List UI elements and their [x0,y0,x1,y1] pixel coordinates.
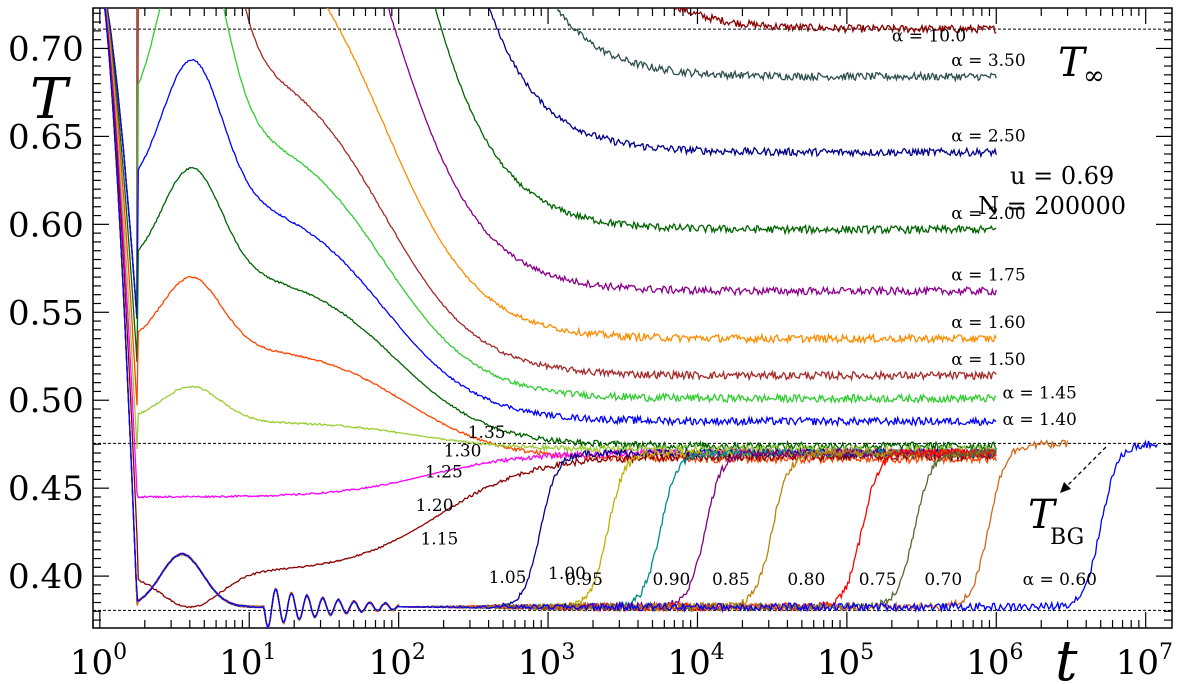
x-tick-label: 107 [1116,640,1173,683]
x-tick-label: 105 [817,640,874,683]
x-tick-label: 101 [219,640,276,683]
series-label-alpha-0-95: 0.95 [565,570,603,590]
series-curve-alpha-1-6 [106,8,997,345]
svg-text:T: T [1058,40,1088,86]
series-curve-alpha-2 [106,8,997,319]
series-label-alpha-1-15: 1.15 [420,529,458,549]
x-tick-label: 106 [966,640,1023,683]
x-axis-title: t [1055,629,1078,684]
y-tick-label: 0.55 [8,293,84,333]
series-curve-alpha-1-75 [106,8,997,319]
series-label-alpha-1-2: 1.20 [416,496,454,516]
series-curve-alpha-0-9 [104,8,997,628]
y-tick-label: 0.40 [8,557,84,597]
series-curve-alpha-10 [106,8,997,319]
series-label-alpha-1-25: 1.25 [425,463,463,483]
series-label-alpha-1-35: 1.35 [468,423,506,443]
param-n-label: N = 200000 [978,192,1126,220]
series-label-alpha-0-6: α = 0.60 [1023,570,1097,590]
series-curve-alpha-0-8 [104,8,997,628]
x-tick-label: 103 [518,640,575,683]
series-curve-alpha-0-95 [104,8,997,628]
axis-ticks [92,8,1172,628]
series-curve-alpha-0-85 [104,8,997,628]
series-label-alpha-2-5: α = 2.50 [951,127,1025,147]
series-label-alpha-0-85: 0.85 [712,570,750,590]
svg-text:BG: BG [1050,525,1084,550]
series-label-alpha-1-5: α = 1.50 [951,350,1025,370]
series-curve-alpha-2-5 [106,8,997,319]
series-label-alpha-1-4: α = 1.40 [1002,410,1076,430]
series-curve-alpha-1-15 [104,8,997,609]
series-label-alpha-1-3: 1.30 [444,442,482,462]
series-label-alpha-0-8: 0.80 [787,570,825,590]
y-tick-label: 0.50 [8,381,84,421]
series-curve-alpha-1 [104,8,997,628]
series-curve-alpha-3-5 [106,8,997,319]
param-u-label: u = 0.69 [1010,162,1114,190]
series-labels: α = 10.0 α = 3.50 α = 2.50 α = 2.00 α = 1.75… [416,26,1097,589]
series-label-alpha-3-5: α = 3.50 [951,51,1025,71]
series-label-alpha-2: α = 2.00 [951,204,1025,224]
series-label-alpha-0-9: 0.90 [652,570,690,590]
t-bg-arrow [1060,446,1107,493]
series-label-alpha-1-75: α = 1.75 [951,266,1025,286]
series-label-alpha-1-6: α = 1.60 [951,313,1025,333]
series-curve-alpha-1-45 [106,8,997,405]
series-label-alpha-1-45: α = 1.45 [1002,383,1076,403]
series-curve-alpha-1-05 [104,8,997,628]
y-tick-label: 0.70 [8,29,84,69]
series-curve-alpha-0-6 [104,8,1159,628]
y-tick-label: 0.65 [8,117,84,157]
y-tick-label: 0.45 [8,469,84,509]
t-infinity-label: T ∞ [1058,40,1105,91]
plot-frame [92,7,1173,629]
series-curve-alpha-1-25 [105,8,997,456]
series-label-alpha-1-05: 1.05 [489,568,527,588]
x-tick-label: 100 [70,640,127,683]
series-curve-alpha-1-4 [106,8,997,428]
y-axis-title: T [30,67,71,132]
series-label-alpha-0-7: 0.70 [924,570,962,590]
svg-text:T: T [1028,492,1058,538]
series-label-alpha-10: α = 10.0 [892,26,966,46]
series-label-alpha-1: 1.00 [548,564,586,584]
series-curve-alpha-1-35 [105,8,997,452]
x-tick-label: 102 [369,640,426,683]
svg-text:∞: ∞ [1083,61,1105,91]
x-tick-label: 104 [667,640,724,683]
series-label-alpha-0-75: 0.75 [859,570,897,590]
y-tick-label: 0.60 [8,205,84,245]
series-curve-alpha-0-75 [104,8,997,628]
series-curves [104,8,1159,628]
t-bg-label: T BG [1028,492,1084,550]
axis-tick-labels: 0.40 0.45 0.50 0.55 0.60 0.65 0.70 100 101 102 103… [8,29,1173,683]
